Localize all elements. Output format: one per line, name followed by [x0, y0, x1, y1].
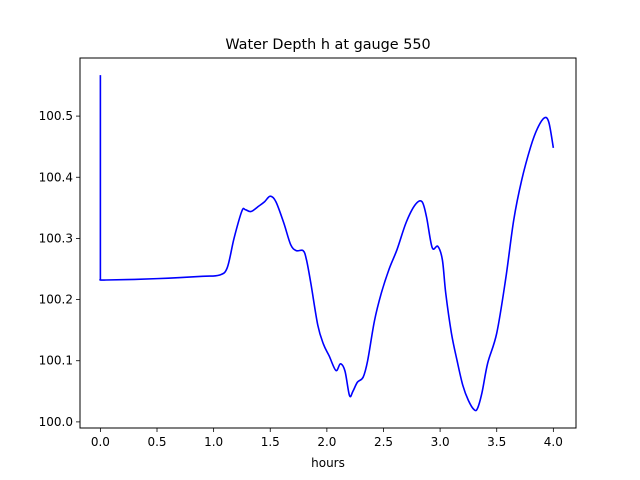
- x-tick-label: 3.0: [431, 435, 450, 449]
- x-tick-label: 3.5: [487, 435, 506, 449]
- series-line: [99, 75, 555, 412]
- y-tick-label: 100.2: [39, 293, 73, 307]
- x-tick-label: 1.5: [261, 435, 280, 449]
- y-tick-label: 100.4: [39, 170, 73, 184]
- y-tick-label: 100.5: [39, 109, 73, 123]
- y-tick-label: 100.0: [39, 415, 73, 429]
- x-tick-label: 4.0: [544, 435, 563, 449]
- x-tick-label: 1.0: [204, 435, 223, 449]
- x-tick-label: 2.5: [374, 435, 393, 449]
- x-tick-label: 0.0: [91, 435, 110, 449]
- plot-frame: [79, 57, 577, 429]
- chart-title: Water Depth h at gauge 550: [225, 37, 430, 53]
- x-tick-label: 2.0: [317, 435, 336, 449]
- axis-ticks: 0.0 0.5 1.0 1.5 2.0 2.5 3.0 3.5 4.0 100.0 100.1 100…: [39, 109, 563, 449]
- y-tick-label: 100.3: [39, 231, 73, 245]
- x-tick-label: 0.5: [147, 435, 166, 449]
- y-tick-label: 100.1: [39, 354, 73, 368]
- x-axis-label: hours: [311, 456, 345, 470]
